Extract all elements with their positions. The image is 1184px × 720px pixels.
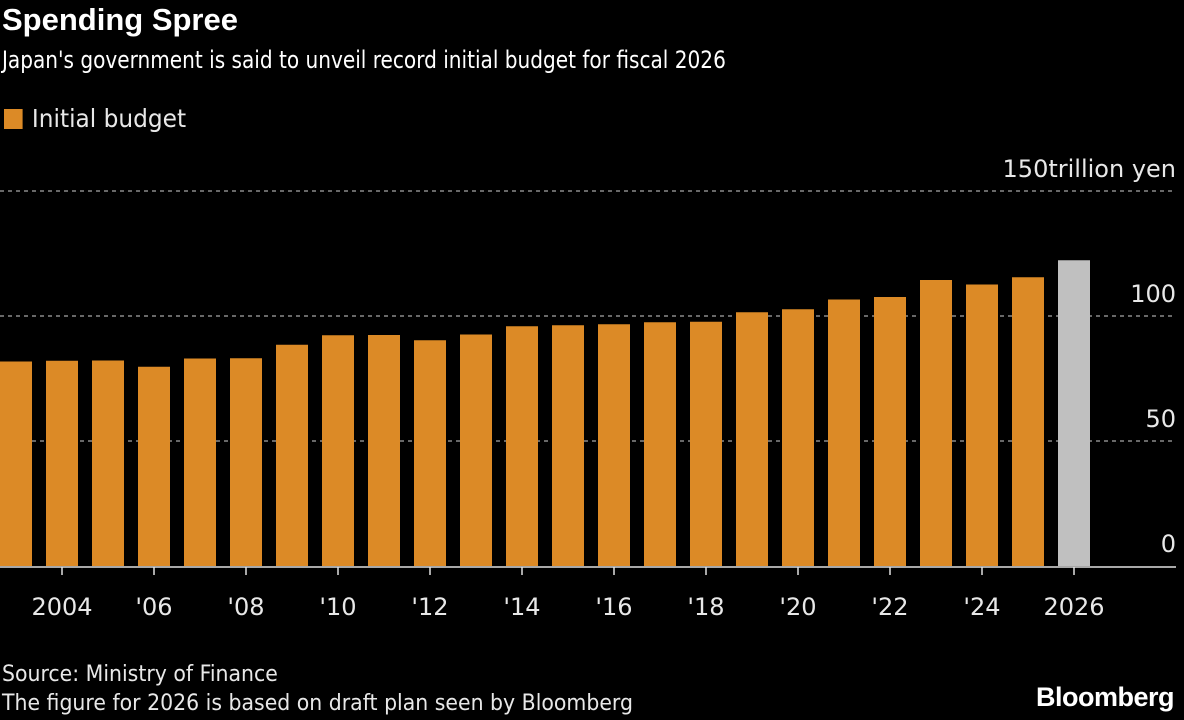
x-tick-label: 2026 xyxy=(1043,593,1104,621)
bar-2011 xyxy=(368,335,400,566)
x-tick-label: '22 xyxy=(871,593,908,621)
bar-2013 xyxy=(460,334,492,566)
bar-2006 xyxy=(138,366,170,566)
x-tick-label: '10 xyxy=(319,593,356,621)
chart-title: Spending Spree xyxy=(2,2,238,37)
bar-2010 xyxy=(322,335,354,566)
bar-2019 xyxy=(736,312,768,566)
x-tick-label: '12 xyxy=(411,593,448,621)
y-tick-label: 100 xyxy=(1130,280,1176,308)
y-tick-label: 0 xyxy=(1161,530,1176,558)
x-tick-label: '20 xyxy=(779,593,816,621)
bar-2009 xyxy=(276,344,308,566)
note-text: The figure for 2026 is based on draft pl… xyxy=(2,691,633,716)
bar-2007 xyxy=(184,358,216,566)
bar-2024 xyxy=(966,284,998,566)
source-text: Source: Ministry of Finance xyxy=(2,662,278,687)
x-tick-label: 2004 xyxy=(31,593,92,621)
chart-subtitle: Japan's government is said to unveil rec… xyxy=(2,46,726,74)
bar-2021 xyxy=(828,299,860,566)
legend-swatch xyxy=(4,108,23,129)
x-tick-label: '06 xyxy=(135,593,172,621)
bar-2025 xyxy=(1012,277,1044,566)
bloomberg-logo: Bloomberg xyxy=(1035,682,1175,712)
bar-2023 xyxy=(920,280,952,566)
x-tick-label: '08 xyxy=(227,593,264,621)
x-tick-label: '16 xyxy=(595,593,632,621)
bar-2008 xyxy=(230,358,262,566)
bar-2003 xyxy=(0,361,32,566)
bar-2018 xyxy=(690,321,722,566)
bar-2016 xyxy=(598,324,630,566)
bar-2020 xyxy=(782,309,814,566)
legend-label: Initial budget xyxy=(31,104,187,133)
x-tick-label: '14 xyxy=(503,593,540,621)
bar-2004 xyxy=(46,360,78,566)
bar-2014 xyxy=(506,326,538,566)
bar-2022 xyxy=(874,297,906,566)
bar-2005 xyxy=(92,360,124,566)
y-tick-label: 50 xyxy=(1145,405,1176,433)
x-tick-label: '24 xyxy=(963,593,1000,621)
x-tick-label: '18 xyxy=(687,593,724,621)
bar-2026 xyxy=(1058,260,1090,566)
bar-2015 xyxy=(552,325,584,566)
footnotes: Source: Ministry of Finance The figure f… xyxy=(2,660,633,718)
legend: Initial budget xyxy=(4,104,186,133)
y-tick-label: 150trillion yen xyxy=(1003,155,1176,183)
bar-2017 xyxy=(644,322,676,566)
bar-2012 xyxy=(414,340,446,566)
